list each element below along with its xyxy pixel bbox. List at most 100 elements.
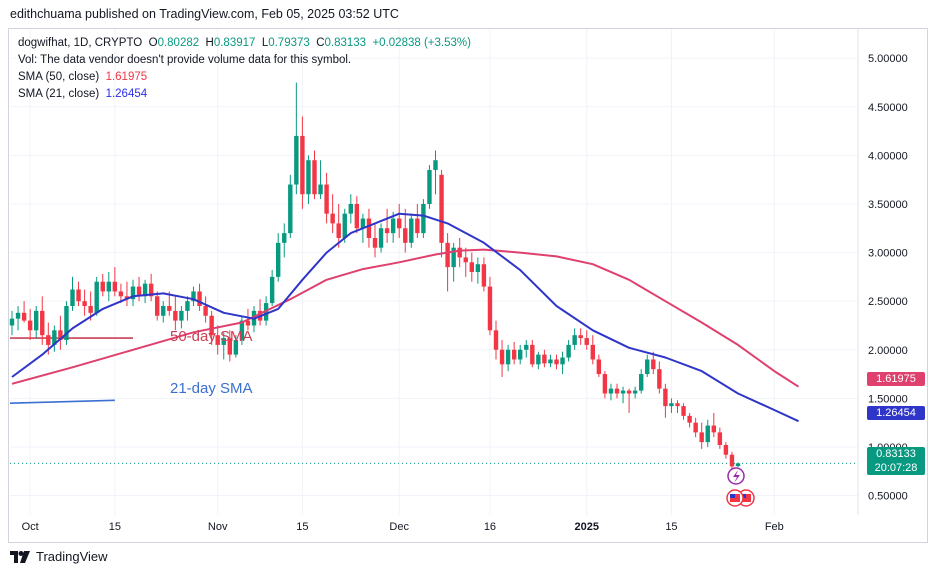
candle-body — [342, 213, 347, 238]
candle — [481, 257, 487, 292]
candle — [445, 233, 450, 292]
y-tick-label: 2.00000 — [868, 345, 908, 357]
candle — [584, 330, 589, 350]
candle-body — [445, 242, 450, 268]
legend-o-label: O — [148, 37, 158, 49]
candle — [415, 203, 420, 238]
candle-body — [215, 335, 220, 345]
candle-body — [354, 203, 360, 229]
candle — [64, 301, 69, 345]
legend-sma21-row: SMA (21, close) 1.26454 — [18, 86, 471, 103]
candle-body — [560, 357, 565, 365]
candle — [161, 301, 166, 323]
footer: TradingView — [10, 549, 108, 564]
axis-layer: 5.00000 4.50000 4.00000 3.50000 3.00000 2.500… — [22, 29, 908, 533]
y-tick-label: 5.00000 — [868, 53, 908, 65]
candle-body — [620, 390, 626, 394]
candle — [657, 361, 662, 394]
candle-body — [378, 228, 384, 248]
candle-body — [288, 184, 293, 234]
candle-body — [245, 320, 251, 326]
candle — [58, 315, 63, 350]
x-tick-label: Nov — [208, 521, 228, 533]
candle — [312, 150, 317, 200]
candle — [687, 412, 692, 428]
candle — [639, 369, 644, 394]
candle-body — [639, 374, 644, 391]
candle-body — [699, 432, 704, 443]
candle-body — [505, 349, 511, 365]
candle — [221, 332, 226, 360]
legend-ohlc-row: dogwifhat, 1D, CRYPTO O0.80282 H0.83917 … — [18, 35, 471, 52]
y-tick-label: 2.50000 — [868, 296, 908, 308]
chart-frame — [8, 28, 928, 543]
candle-body — [100, 281, 105, 292]
candle — [614, 383, 620, 399]
candle-body — [578, 335, 583, 339]
y-tick-label: 3.00000 — [868, 248, 908, 260]
candle — [191, 286, 196, 307]
candle — [9, 310, 15, 336]
candle-body — [614, 388, 620, 394]
candle — [354, 196, 360, 234]
candle-body — [221, 338, 226, 345]
candle-body — [487, 286, 493, 331]
candle — [185, 296, 190, 321]
legend-h-label: H — [205, 37, 214, 49]
candle — [118, 283, 124, 304]
candle — [403, 208, 408, 253]
candle-body — [336, 223, 341, 238]
x-tick-label: 15 — [296, 521, 308, 533]
candle-body — [209, 315, 214, 336]
candle-body — [155, 296, 160, 316]
candle — [530, 340, 535, 368]
candle — [173, 296, 178, 331]
candle — [717, 427, 723, 449]
candle — [608, 383, 614, 401]
candle-body — [300, 135, 305, 195]
candle-body — [179, 310, 184, 321]
candle-body — [584, 338, 589, 345]
current-price-value: 0.83133 — [876, 448, 916, 460]
candle-body — [136, 286, 142, 297]
candle — [620, 386, 626, 404]
candle-body — [572, 335, 577, 345]
countdown-value: 20:07:28 — [874, 462, 918, 474]
candle — [348, 194, 353, 224]
candle-body — [21, 312, 27, 321]
candle-body — [203, 306, 208, 316]
candle — [306, 155, 311, 204]
candle — [499, 340, 505, 377]
candle-body — [318, 184, 323, 195]
candle-body — [27, 320, 33, 331]
candle-body — [596, 359, 602, 375]
x-tick-label: Dec — [389, 521, 409, 533]
candle-body — [191, 291, 196, 302]
candle — [475, 257, 481, 284]
candle — [451, 242, 456, 282]
candle — [397, 203, 402, 238]
candle — [148, 273, 154, 302]
candle-body — [469, 262, 474, 272]
x-tick-label: 16 — [484, 521, 496, 533]
grid-layer — [10, 29, 858, 515]
candle-body — [590, 344, 595, 360]
candle-body — [542, 354, 547, 364]
legend-sma50-row: SMA (50, close) 1.61975 — [18, 69, 471, 86]
candle — [427, 165, 432, 209]
candle-body — [675, 403, 680, 407]
legend-c-value: 0.83133 — [324, 37, 367, 49]
candles-layer — [9, 82, 741, 472]
candle — [40, 296, 45, 345]
candle — [100, 273, 105, 297]
sma21-line — [11, 212, 799, 423]
candle — [94, 276, 99, 316]
candle-body — [312, 160, 317, 195]
candle — [34, 306, 39, 339]
candle-body — [566, 344, 571, 358]
candle-body — [130, 286, 136, 300]
candle — [632, 386, 638, 399]
candle — [130, 279, 136, 307]
candle — [469, 252, 474, 282]
